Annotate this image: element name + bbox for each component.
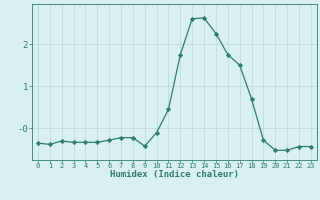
X-axis label: Humidex (Indice chaleur): Humidex (Indice chaleur) [110, 170, 239, 179]
